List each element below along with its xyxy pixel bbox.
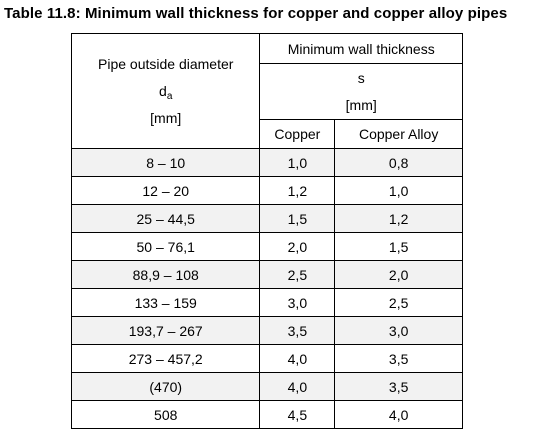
table-row: 193,7 – 267 3,5 3,0 [70,316,463,345]
diameter-header-symbol: da [159,82,173,102]
table-row: 133 – 159 3,0 2,5 [70,288,463,317]
copper-cell: 3,5 [259,316,336,345]
thickness-header-label: Minimum wall thickness [259,33,463,64]
table-row: 273 – 457,2 4,0 3,5 [70,344,463,373]
copper-cell: 1,2 [259,176,336,205]
diameter-cell: 12 – 20 [70,176,261,205]
alloy-cell: 3,5 [334,372,463,401]
thickness-header-unit: [mm] [345,96,377,113]
diameter-header-label: Pipe outside diameter [98,55,234,72]
alloy-cell: 4,0 [334,400,463,429]
alloy-cell: 2,5 [334,288,463,317]
table-row: 12 – 20 1,2 1,0 [70,176,463,205]
diameter-cell: (470) [70,372,261,401]
alloy-cell: 0,8 [334,148,463,177]
diameter-cell: 508 [70,400,261,429]
diameter-cell: 50 – 76,1 [70,232,261,261]
table-row: 25 – 44,5 1,5 1,2 [70,204,463,233]
diameter-cell: 88,9 – 108 [70,260,261,289]
diameter-header-unit: [mm] [150,109,182,126]
table-row: (470) 4,0 3,5 [70,372,463,401]
thickness-header-symbol: s [357,69,365,86]
table-row: 50 – 76,1 2,0 1,5 [70,232,463,261]
copper-cell: 4,0 [259,344,336,373]
table-row: 508 4,5 4,0 [70,400,463,429]
alloy-cell: 3,0 [334,316,463,345]
alloy-cell: 2,0 [334,260,463,289]
table-caption: Table 11.8: Minimum wall thickness for c… [4,5,508,22]
alloy-cell: 1,2 [334,204,463,233]
diameter-cell: 133 – 159 [70,288,261,317]
alloy-cell: 1,5 [334,232,463,261]
copper-header: Copper [259,119,336,149]
copper-cell: 1,5 [259,204,336,233]
diameter-cell: 273 – 457,2 [70,344,261,373]
diameter-header-cell: Pipe outside diameter da [mm] [70,33,261,149]
thickness-header-symbol-cell: s [mm] [259,63,463,120]
copper-cell: 1,0 [259,148,336,177]
copper-cell: 2,0 [259,232,336,261]
copper-alloy-header: Copper Alloy [334,119,463,149]
copper-cell: 4,5 [259,400,336,429]
alloy-cell: 1,0 [334,176,463,205]
wall-thickness-table: Pipe outside diameter da [mm] Minimum wa… [70,33,463,429]
alloy-cell: 3,5 [334,344,463,373]
table-row: 88,9 – 108 2,5 2,0 [70,260,463,289]
table-row: 8 – 10 1,0 0,8 [70,148,463,177]
diameter-cell: 25 – 44,5 [70,204,261,233]
copper-cell: 3,0 [259,288,336,317]
diameter-cell: 193,7 – 267 [70,316,261,345]
diameter-cell: 8 – 10 [70,148,261,177]
copper-cell: 4,0 [259,372,336,401]
copper-cell: 2,5 [259,260,336,289]
